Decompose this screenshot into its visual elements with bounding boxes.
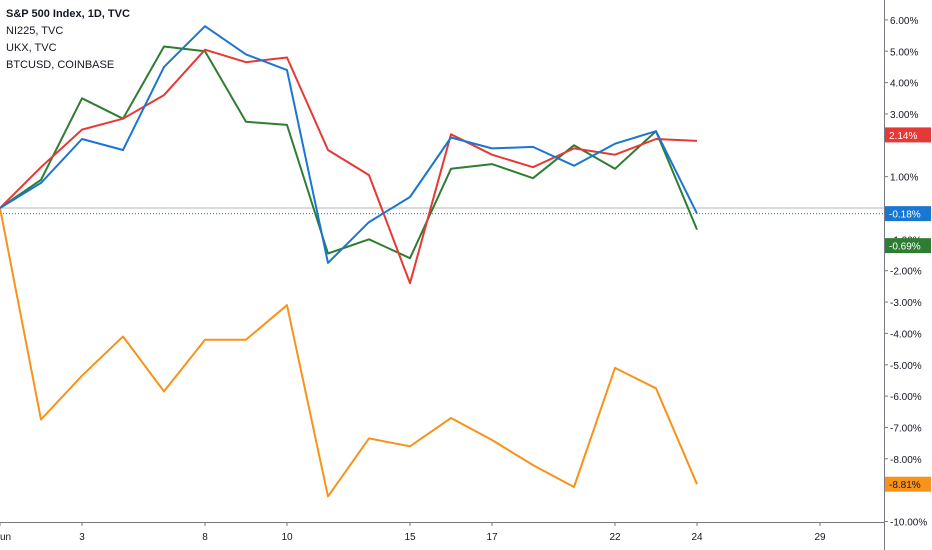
y-tick-label: 3.00% <box>890 110 918 121</box>
y-tick-label: -8.00% <box>890 455 922 466</box>
y-tick-label: 6.00% <box>890 16 918 27</box>
x-tick-label: 8 <box>202 532 208 543</box>
y-tick-label: -4.00% <box>890 329 922 340</box>
x-tick-label: 22 <box>609 532 621 543</box>
last-value-badge-ni225 <box>885 127 931 143</box>
legend-ni225[interactable]: NI225, TVC <box>6 25 64 37</box>
last-value-badge-btc <box>885 476 931 492</box>
y-tick-label: 5.00% <box>890 47 918 58</box>
last-value-label-ni225: 2.14% <box>889 131 917 142</box>
legend-btc[interactable]: BTCUSD, COINBASE <box>6 59 115 71</box>
y-tick-label: -10.00% <box>890 518 927 529</box>
x-tick-label: 17 <box>486 532 498 543</box>
x-tick-label: 10 <box>281 532 293 543</box>
legend-ukx[interactable]: UKX, TVC <box>6 42 57 54</box>
y-tick-label: 1.00% <box>890 173 918 184</box>
last-value-label-spx: -0.18% <box>889 210 921 221</box>
chart-legend: S&P 500 Index, 1D, TVC NI225, TVC UKX, T… <box>6 6 130 74</box>
x-tick-label: 3 <box>79 532 85 543</box>
x-tick-label: un <box>0 532 11 543</box>
series-line-spx[interactable] <box>0 25 698 264</box>
y-tick-label: -5.00% <box>890 361 922 372</box>
x-tick-label: 24 <box>691 532 703 543</box>
x-tick-label: 29 <box>814 532 826 543</box>
series-line-ni225[interactable] <box>0 48 698 285</box>
y-tick-label: 4.00% <box>890 79 918 90</box>
y-tick-label: -2.00% <box>890 267 922 278</box>
last-value-badge-ukx <box>885 238 931 254</box>
y-tick-label: -7.00% <box>890 423 922 434</box>
series-line-ukx[interactable] <box>0 45 698 260</box>
x-tick-label: 15 <box>404 532 416 543</box>
last-value-label-ukx: -0.69% <box>889 242 921 253</box>
y-tick-label: -6.00% <box>890 392 922 403</box>
legend-spx[interactable]: S&P 500 Index, 1D, TVC <box>6 8 130 20</box>
series-line-btc[interactable] <box>0 207 698 498</box>
y-tick-label: -3.00% <box>890 298 922 309</box>
last-value-badge-spx <box>885 206 931 222</box>
last-value-label-btc: -8.81% <box>889 480 921 491</box>
